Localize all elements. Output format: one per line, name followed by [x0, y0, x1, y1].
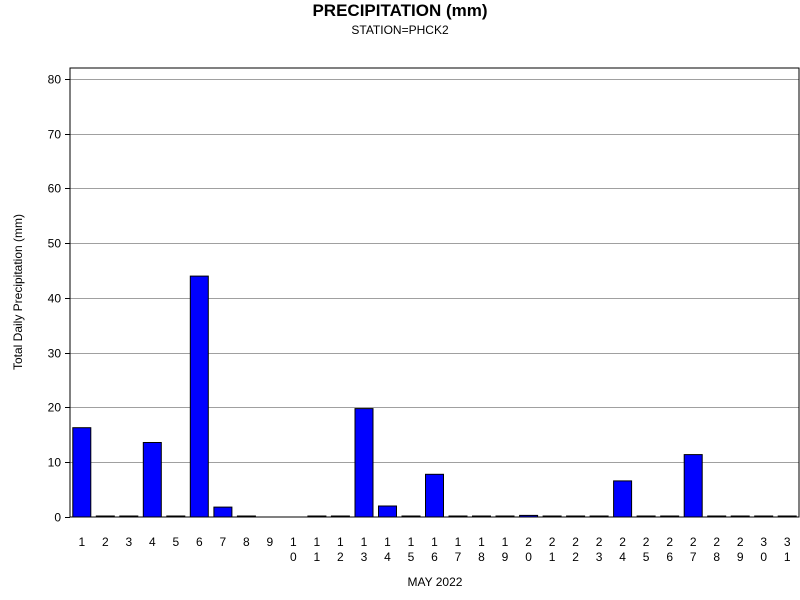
bars	[72, 275, 797, 518]
y-tick-label: 0	[54, 511, 61, 525]
y-tick-label: 40	[48, 292, 62, 306]
x-tick-label: 5	[172, 535, 179, 549]
grid-lines	[70, 79, 799, 463]
x-tick-label: 9	[267, 535, 274, 549]
y-tick-label: 80	[48, 73, 62, 87]
bar-day-16	[425, 473, 444, 518]
bar-day-27	[683, 454, 703, 518]
bar-day-4	[142, 442, 162, 518]
y-tick-label: 30	[48, 347, 62, 361]
chart-subtitle: STATION=PHCK2	[351, 23, 449, 37]
plot-frame	[69, 67, 800, 518]
chart-title: PRECIPITATION (mm)	[312, 1, 488, 20]
bar-day-6	[189, 275, 209, 518]
bar-day-1	[72, 427, 92, 518]
y-tick-label: 60	[48, 182, 62, 196]
x-tick-label: 4	[149, 535, 156, 549]
x-axis-label: MAY 2022	[407, 575, 463, 589]
bar-day-14	[378, 505, 397, 518]
x-tick-label: 7	[220, 535, 227, 549]
y-tick-label: 70	[48, 128, 62, 142]
y-tick-label: 50	[48, 237, 62, 251]
x-axis: 1 2 3 4 5 6 7 8 9 1 01 11 21 31 41 51 61 71 81 92 02 12 22 32 42…	[78, 535, 790, 564]
bar-day-24	[613, 480, 633, 518]
x-tick-label: 6	[196, 535, 203, 549]
x-tick-label: 3	[125, 535, 132, 549]
bar-day-13	[354, 408, 374, 518]
x-tick-label: 2	[102, 535, 109, 549]
x-tick-label: 8	[243, 535, 250, 549]
y-axis: 0 10 20 30 40 50 60 70 80	[48, 73, 70, 525]
x-tick-label: 1	[78, 535, 85, 549]
y-tick-label: 10	[48, 456, 62, 470]
y-tick-label: 20	[48, 401, 62, 415]
bar-day-7	[213, 506, 233, 518]
